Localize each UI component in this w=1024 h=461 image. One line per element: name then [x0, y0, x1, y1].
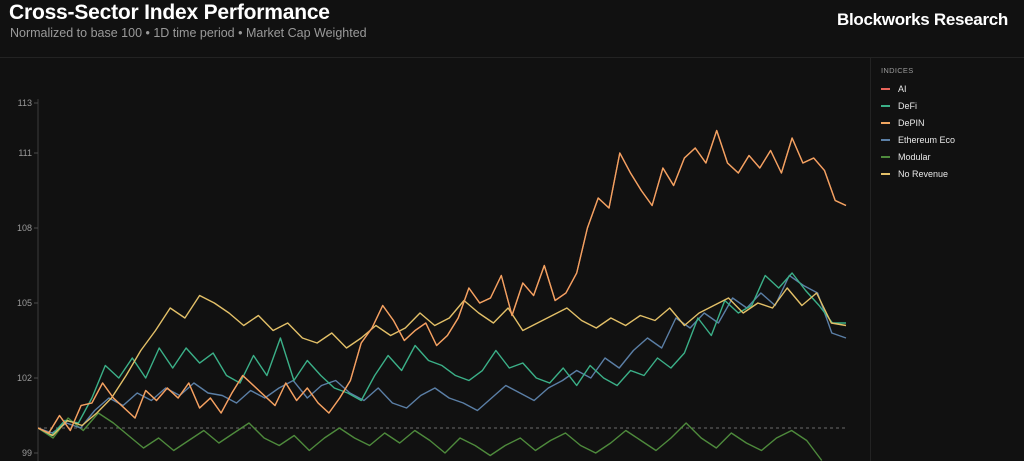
- header: Cross-Sector Index Performance Normalize…: [0, 0, 1024, 58]
- legend-swatch: [881, 172, 890, 175]
- legend-swatch: [881, 138, 890, 141]
- legend-item[interactable]: Ethereum Eco: [881, 131, 955, 148]
- y-tick-label: 111: [18, 148, 32, 158]
- legend-item[interactable]: AI: [881, 80, 955, 97]
- legend-item[interactable]: Modular: [881, 148, 955, 165]
- y-tick-label: 113: [18, 98, 32, 108]
- legend: INDICES AI DeFi DePIN Ethereum Eco Modular No…: [870, 57, 1024, 461]
- legend-label: DeFi: [898, 100, 918, 111]
- series-line-ethereum-eco: [38, 274, 847, 434]
- legend-label: No Revenue: [898, 168, 949, 179]
- legend-label: Ethereum Eco: [898, 134, 956, 145]
- series-line-no-revenue: [38, 287, 847, 437]
- legend-list: AI DeFi DePIN Ethereum Eco Modular No Revenue: [881, 80, 955, 182]
- y-tick-label: 105: [17, 298, 32, 308]
- page-subtitle: Normalized to base 100 • 1D time period …: [10, 26, 367, 40]
- chart-series: [38, 129, 847, 461]
- line-chart: 99 102 105 108 111 113: [17, 98, 847, 461]
- legend-label: AI: [898, 83, 907, 94]
- legend-label: Modular: [898, 151, 931, 162]
- y-tick-label: 108: [17, 223, 32, 233]
- legend-item[interactable]: No Revenue: [881, 165, 955, 182]
- chart-axes: 99 102 105 108 111 113: [17, 98, 846, 461]
- series-line-modular: [38, 412, 823, 461]
- series-line-defi: [38, 272, 846, 437]
- brand-logo: Blockworks Research: [837, 10, 1008, 29]
- series-line-depin: [38, 129, 847, 434]
- legend-item[interactable]: DePIN: [881, 114, 955, 131]
- legend-swatch: [881, 104, 890, 107]
- y-tick-label: 99: [22, 448, 32, 458]
- legend-title: INDICES: [881, 66, 914, 75]
- legend-item[interactable]: DeFi: [881, 97, 955, 114]
- legend-swatch: [881, 155, 890, 158]
- series-line-ai: [38, 129, 847, 434]
- legend-swatch: [881, 87, 890, 90]
- legend-swatch: [881, 121, 890, 124]
- y-tick-label: 102: [17, 373, 32, 383]
- legend-label: DePIN: [898, 117, 925, 128]
- page-title: Cross-Sector Index Performance: [9, 1, 330, 24]
